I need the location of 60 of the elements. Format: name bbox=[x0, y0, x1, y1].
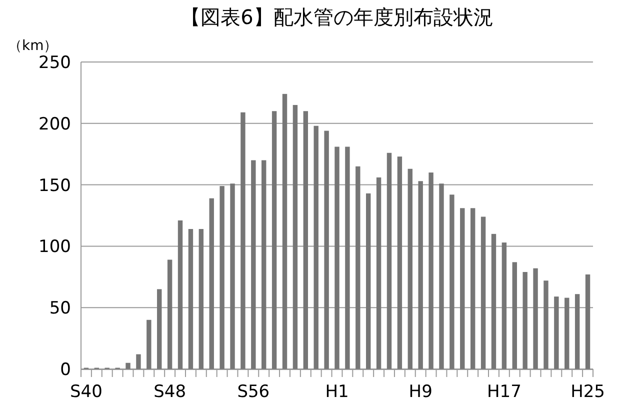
y-tick-label: 150 bbox=[38, 176, 71, 196]
x-tick-label: S48 bbox=[154, 382, 186, 402]
bar bbox=[209, 198, 214, 369]
bar bbox=[408, 168, 412, 369]
bar bbox=[491, 234, 496, 369]
bar bbox=[470, 208, 476, 369]
bar bbox=[146, 320, 152, 369]
bar bbox=[574, 294, 580, 369]
bar bbox=[376, 177, 382, 369]
x-tick-label: S40 bbox=[70, 382, 102, 402]
bar bbox=[126, 362, 130, 369]
bar bbox=[220, 186, 224, 369]
bar bbox=[480, 216, 486, 369]
bar bbox=[240, 112, 246, 369]
bar bbox=[522, 272, 528, 369]
bar bbox=[502, 242, 507, 369]
x-tick-label: H17 bbox=[486, 382, 522, 402]
chart-title: 【図表6】配水管の年度別布設状況 bbox=[180, 5, 494, 29]
bar bbox=[533, 268, 538, 369]
bar bbox=[314, 126, 318, 369]
bar bbox=[262, 160, 266, 369]
x-tick-label: S56 bbox=[237, 382, 270, 402]
bar bbox=[324, 130, 329, 369]
y-tick-label: 0 bbox=[60, 360, 71, 380]
bar bbox=[428, 172, 434, 369]
bar bbox=[585, 274, 590, 369]
bar bbox=[292, 104, 298, 369]
bar bbox=[386, 152, 392, 369]
bar bbox=[136, 354, 141, 369]
bar bbox=[198, 229, 204, 369]
y-axis-title: （km） bbox=[8, 38, 58, 54]
y-tick-label: 50 bbox=[49, 298, 71, 319]
x-tick-label: H9 bbox=[408, 382, 432, 402]
y-tick-label: 200 bbox=[38, 114, 71, 134]
y-tick-label: 250 bbox=[38, 53, 71, 73]
bar bbox=[356, 166, 360, 369]
bar bbox=[334, 146, 340, 369]
bar bbox=[251, 160, 256, 369]
bar bbox=[544, 280, 548, 369]
bar bbox=[282, 94, 288, 369]
bar bbox=[230, 184, 235, 369]
x-tick-label: H1 bbox=[325, 382, 349, 402]
bar bbox=[397, 156, 402, 369]
bar bbox=[188, 229, 194, 369]
bar bbox=[554, 296, 559, 369]
bar bbox=[439, 184, 444, 369]
bar bbox=[418, 181, 423, 369]
bar bbox=[303, 111, 308, 369]
bar bbox=[512, 262, 517, 369]
bar bbox=[157, 289, 162, 369]
bar bbox=[345, 146, 350, 369]
bar bbox=[272, 111, 277, 369]
x-tick-label: H25 bbox=[570, 382, 605, 402]
bar bbox=[178, 220, 183, 369]
y-tick-label: 100 bbox=[38, 237, 71, 258]
bar bbox=[564, 298, 570, 369]
bar bbox=[167, 260, 172, 369]
bar bbox=[460, 208, 465, 369]
bar bbox=[366, 193, 371, 369]
bar bbox=[450, 194, 454, 369]
